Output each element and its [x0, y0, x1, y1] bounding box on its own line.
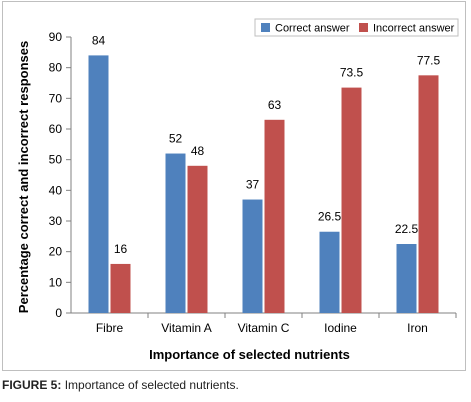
x-tick-label: Vitamin A	[161, 321, 211, 335]
y-tick-label: 30	[49, 214, 63, 228]
figure-caption-label: FIGURE 5:	[2, 378, 62, 392]
data-label: 77.5	[417, 53, 441, 67]
y-tick-label: 50	[49, 153, 63, 167]
y-tick-label: 20	[49, 245, 63, 259]
legend-label: Incorrect answer	[373, 23, 455, 35]
bar	[187, 165, 208, 313]
x-tick-label: Vitamin C	[238, 321, 290, 335]
bar	[396, 244, 417, 313]
data-label: 73.5	[340, 66, 364, 80]
y-tick-label: 70	[49, 91, 63, 105]
legend-box	[254, 18, 459, 37]
x-axis-title: Importance of selected nutrients	[149, 347, 350, 362]
y-tick-label: 40	[49, 183, 63, 197]
data-label: 48	[191, 144, 205, 158]
data-label: 26.5	[318, 210, 342, 224]
x-tick-label: Iodine	[324, 321, 357, 335]
data-label: 63	[268, 98, 282, 112]
data-label: 37	[246, 178, 260, 192]
y-axis-title: Percentage correct and incorrect respons…	[16, 41, 31, 313]
bar	[88, 55, 109, 314]
x-tick-label: Fibre	[96, 321, 124, 335]
bar	[264, 119, 285, 313]
y-tick-label: 60	[49, 122, 63, 136]
legend-swatch	[261, 23, 270, 32]
bar	[110, 263, 131, 313]
y-tick-label: 10	[49, 275, 63, 289]
bar	[242, 199, 263, 313]
y-tick-label: 80	[49, 61, 63, 75]
y-tick-label: 0	[55, 306, 62, 320]
bar	[319, 231, 340, 313]
bar-chart: 0 10 20 30 40 50 60 70 80 90 Fibre 84 16 Vitamin A 52 4…	[16, 18, 459, 362]
chart-frame	[2, 1, 466, 371]
data-label: 84	[92, 33, 106, 47]
data-label: 16	[114, 242, 128, 256]
data-label: 22.5	[395, 222, 419, 236]
legend-swatch	[359, 23, 368, 32]
bar	[165, 153, 186, 313]
y-tick-label: 90	[49, 30, 63, 44]
legend-label: Correct answer	[275, 23, 350, 35]
data-label: 52	[169, 132, 183, 146]
bar	[418, 75, 439, 313]
x-tick-label: Iron	[407, 321, 428, 335]
figure-caption-text: Importance of selected nutrients.	[64, 378, 239, 392]
figure-caption: FIGURE 5: Importance of selected nutrien…	[2, 378, 239, 392]
bar	[341, 87, 362, 313]
